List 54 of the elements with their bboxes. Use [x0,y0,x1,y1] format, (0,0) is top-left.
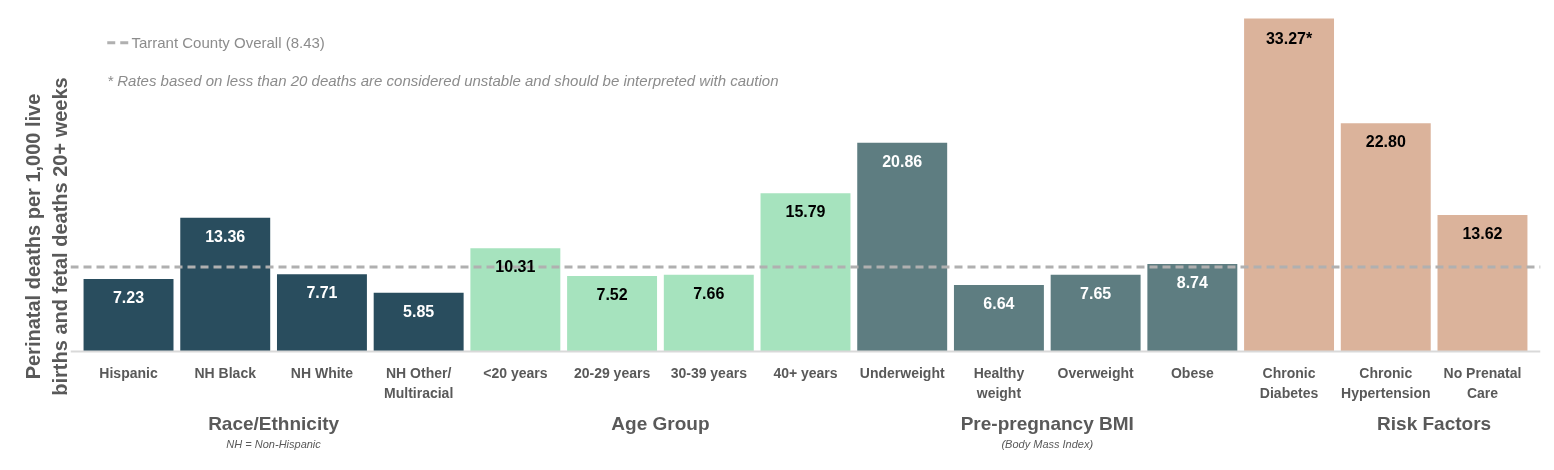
text: NH = Non-Hispanic [226,438,322,451]
bar [567,276,658,352]
bar [663,274,754,352]
data-label: 7.52 [596,286,628,304]
x-tick-label: NH Black [194,365,257,382]
data-label: 7.65 [1080,284,1112,302]
bar [760,193,851,352]
annotation: * Rates based on less than 20 deaths are considered unstable and should be interpreted with caution [107,71,779,89]
data-label: 7.71 [306,284,338,302]
text: Age Group [611,412,710,434]
text: Pre-pregnancy BMI [960,412,1134,434]
bar [470,248,561,352]
bar [180,217,271,352]
x-tick-label: NH White [290,365,354,382]
legend-label: Tarrant County Overall (8.43) [131,34,325,52]
bar [1340,123,1431,352]
data-label: 7.66 [693,284,725,302]
x-tick-label: Healthy weight [973,365,1025,401]
x-tick-label: Obese [1170,365,1214,382]
data-label: 5.85 [403,302,435,320]
data-label: 22.80 [1365,133,1406,151]
x-tick-label: Chronic Hypertension [1341,365,1431,401]
data-label: 7.23 [112,289,145,306]
bar [857,142,948,352]
data-label: 33.27* [1265,30,1313,48]
x-tick-label: Overweight [1057,365,1135,382]
text: Race/Ethnicity [208,412,340,434]
x-tick-label: NH Other/ Multiracial [384,365,454,401]
data-label: 10.31 [495,258,536,276]
x-tick-label: Chronic Diabetes [1259,365,1319,401]
bar [1244,18,1335,352]
x-tick-label: Underweight [859,365,945,382]
data-label: 13.36 [205,227,246,245]
x-tick-label: <20 years [483,365,548,382]
bar [373,292,464,352]
data-label: 8.74 [1176,273,1209,291]
text: (Body Mass Index) [1001,438,1094,451]
y-axis-title: Perinatal deaths per 1,000 live births and fetal deaths 20+ weeks [22,77,71,396]
x-tick-label: 40+ years [773,365,838,382]
data-label: 6.64 [983,294,1015,312]
data-label: 20.86 [882,152,923,170]
text: Risk Factors [1377,412,1492,434]
data-label: 15.79 [785,203,826,221]
x-tick-label: No Prenatal Care [1443,365,1522,401]
data-label: 13.62 [1462,225,1503,243]
x-tick-label: 30-39 years [670,365,748,382]
bar [83,279,174,352]
bar [276,274,367,352]
bar [1050,274,1141,352]
x-tick-label: 20-29 years [573,365,651,382]
bar [1147,263,1238,352]
bar [1437,215,1528,352]
x-tick-label: Hispanic [99,365,158,382]
bar [953,284,1044,352]
